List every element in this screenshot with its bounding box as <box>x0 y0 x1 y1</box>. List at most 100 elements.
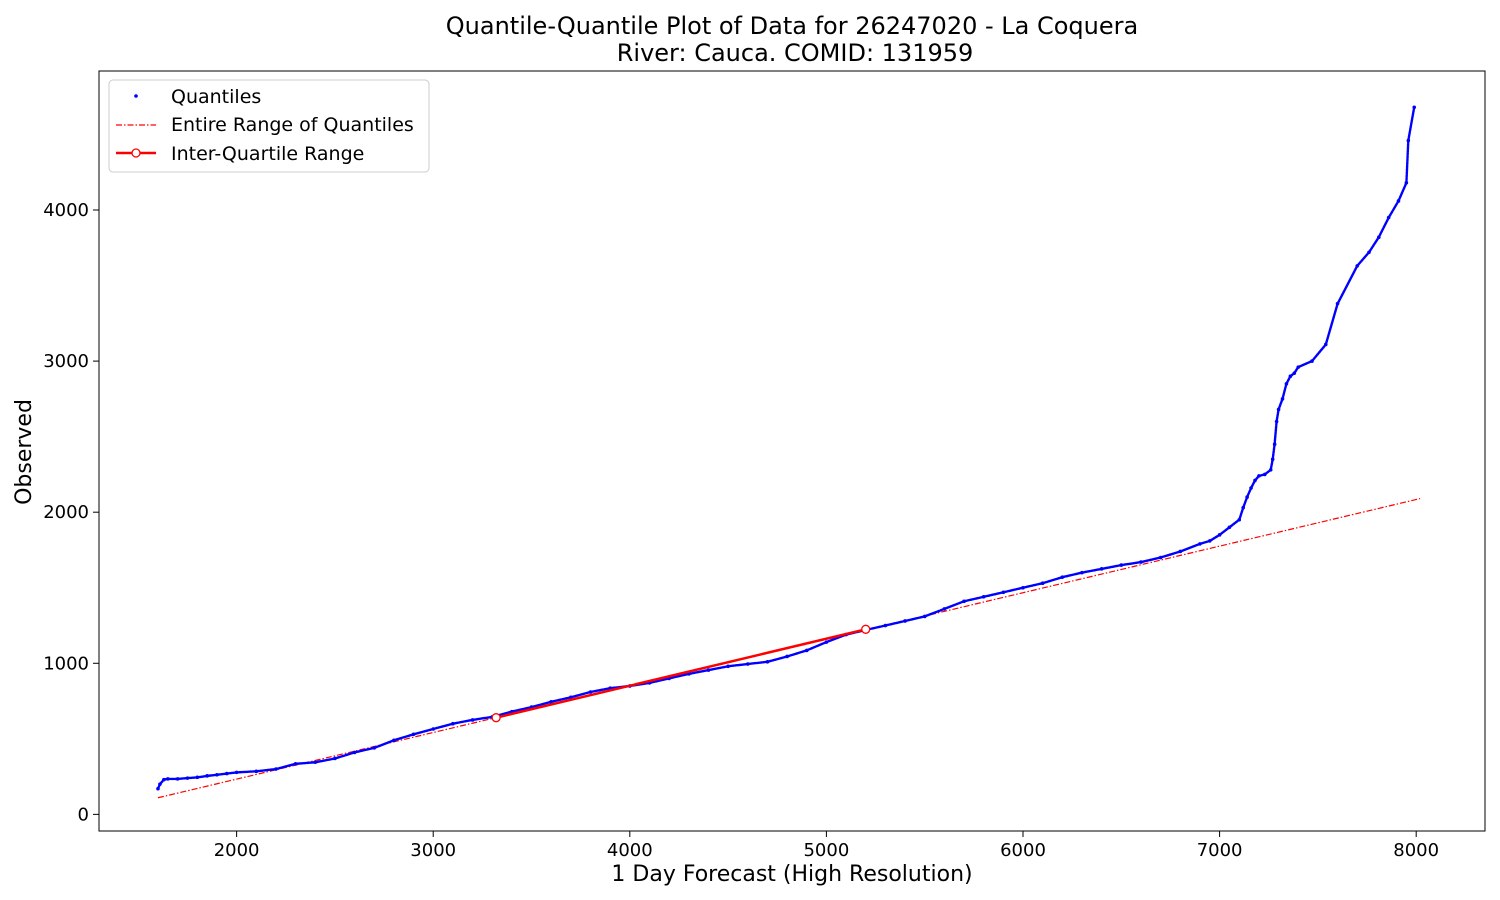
quantile-point <box>195 775 200 780</box>
quantile-point <box>804 648 809 653</box>
quantile-point <box>549 700 553 704</box>
quantile-point <box>1276 407 1281 412</box>
quantile-point <box>1217 533 1222 537</box>
x-tick-label: 5000 <box>803 840 849 861</box>
quantile-point <box>883 623 888 628</box>
quantile-point <box>1270 457 1275 462</box>
legend-entire-range-label: Entire Range of Quantiles <box>171 114 414 136</box>
quantile-point <box>1310 359 1314 363</box>
quantile-point <box>1060 575 1065 579</box>
quantile-point <box>1178 549 1183 554</box>
quantile-point <box>1253 478 1257 483</box>
quantile-point <box>411 732 416 737</box>
plot-content <box>156 105 1421 799</box>
quantile-point <box>942 607 947 611</box>
quantile-point <box>1404 181 1409 185</box>
legend-quantiles-label: Quantiles <box>171 86 261 108</box>
plot-frame <box>98 70 1486 832</box>
quantile-point <box>726 664 730 669</box>
quantile-point <box>1099 567 1104 571</box>
y-tick-label: 4000 <box>43 200 89 221</box>
quantile-point <box>1139 560 1143 564</box>
quantile-point <box>1080 570 1084 575</box>
quantile-point <box>981 595 986 599</box>
legend-iqr-label: Inter-Quartile Range <box>171 143 364 165</box>
legend-box <box>108 79 430 173</box>
quantile-point <box>1367 250 1371 255</box>
x-axis-ticks: 2000 3000 4000 5000 6000 7000 8000 <box>214 831 1439 861</box>
quantile-point <box>1296 365 1301 369</box>
quantile-point <box>1249 486 1253 490</box>
quantile-point <box>1377 235 1381 240</box>
legend: Quantiles Entire Range of Quantiles Inte… <box>108 79 430 173</box>
quantile-point <box>1207 539 1212 543</box>
quantile-point <box>1268 468 1273 472</box>
quantile-point <box>156 786 160 791</box>
quantile-point <box>1001 590 1006 595</box>
quantile-point <box>1257 474 1261 478</box>
quantile-point <box>254 769 259 774</box>
quantile-point <box>785 654 789 659</box>
quantile-point <box>1241 505 1245 510</box>
y-tick-label: 1000 <box>43 653 89 674</box>
quantile-point <box>205 774 209 778</box>
quantile-point <box>1263 472 1267 477</box>
quantile-point <box>1021 585 1025 590</box>
x-axis-label: 1 Day Forecast (High Resolution) <box>611 862 972 887</box>
quantile-point <box>765 659 770 664</box>
quantile-point <box>1284 381 1289 386</box>
x-tick-label: 6000 <box>1000 840 1046 861</box>
quantile-point <box>392 738 396 743</box>
quantile-point <box>333 756 337 761</box>
quantile-point <box>962 599 966 604</box>
quantile-point <box>175 777 180 781</box>
quantile-point <box>1323 342 1328 347</box>
iqr-marker <box>491 713 501 723</box>
quantile-point <box>706 668 711 672</box>
quantile-point <box>1280 397 1285 401</box>
quantile-point <box>352 750 357 755</box>
quantile-point <box>274 767 278 771</box>
y-axis-label: Observed <box>12 399 37 505</box>
quantile-point <box>470 718 475 722</box>
quantile-point <box>1386 215 1391 220</box>
y-tick-label: 2000 <box>43 502 89 523</box>
y-axis-ticks: 0 1000 2000 3000 4000 <box>43 200 99 825</box>
legend-quantiles-marker <box>134 94 138 98</box>
quantile-point <box>166 777 170 781</box>
x-tick-label: 3000 <box>410 840 456 861</box>
x-tick-label: 7000 <box>1197 840 1243 861</box>
quantile-point <box>1406 138 1411 143</box>
quantile-point <box>224 771 229 776</box>
quantile-point <box>1396 199 1401 203</box>
quantile-point <box>569 695 573 700</box>
quantile-point <box>215 772 219 777</box>
quantile-point <box>162 777 166 782</box>
quantile-point <box>372 746 377 750</box>
quantile-point <box>1274 419 1279 424</box>
quantile-point <box>1040 581 1045 586</box>
legend-iqr-marker <box>131 148 141 158</box>
quantile-point <box>1288 374 1293 379</box>
iqr-line <box>495 628 867 719</box>
quantile-point <box>588 690 593 694</box>
quantile-point <box>431 727 436 731</box>
x-tick-label: 8000 <box>1393 840 1439 861</box>
x-tick-label: 4000 <box>607 840 653 861</box>
quantile-point <box>234 770 239 775</box>
iqr-marker <box>861 624 871 634</box>
y-tick-label: 0 <box>78 804 89 825</box>
quantile-point <box>293 761 298 766</box>
quantile-point <box>824 640 829 644</box>
chart-title: Quantile-Quantile Plot of Data for 26247… <box>446 12 1138 40</box>
y-tick-label: 3000 <box>43 351 89 372</box>
quantile-point <box>922 614 927 619</box>
quantile-point <box>1227 525 1232 530</box>
quantile-point <box>1119 563 1124 567</box>
quantile-point <box>1355 264 1360 268</box>
quantile-point <box>903 619 907 623</box>
x-tick-label: 2000 <box>214 840 260 861</box>
quantiles-trace <box>156 106 1416 790</box>
quantile-point <box>1237 517 1242 522</box>
